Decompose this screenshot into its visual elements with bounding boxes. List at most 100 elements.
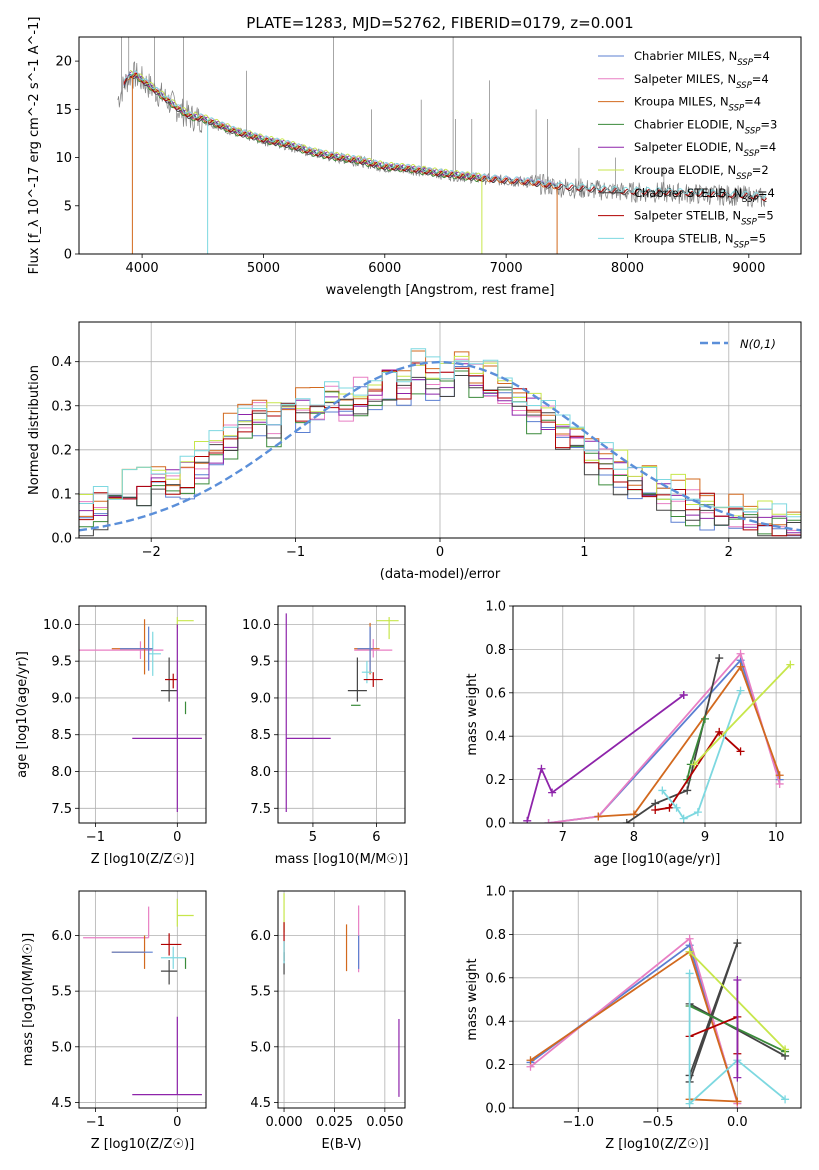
y-tick-label: 0.3: [51, 399, 72, 414]
y-tick-label: 9.5: [250, 655, 271, 670]
x-axis-label: Z [log10(Z/Z☉)]: [91, 1137, 195, 1152]
plus-marker: [781, 1045, 790, 1054]
error-point: [119, 626, 153, 671]
error-point: [357, 626, 374, 671]
mass-weight-line: [598, 664, 781, 818]
legend-entry: Chabrier MILES, NSSP=4: [634, 49, 770, 68]
y-tick-label: 5: [64, 199, 72, 214]
axes-frame: [78, 36, 802, 255]
y-tick-label: 8.0: [51, 765, 72, 780]
error-point: [160, 959, 178, 985]
plus-marker: [622, 819, 631, 823]
spectrum-model-line: [129, 69, 482, 178]
histogram-step: [79, 366, 801, 537]
error-point: [111, 619, 153, 675]
y-tick-label: 7.5: [250, 802, 271, 817]
x-tick-label: 7: [559, 830, 567, 845]
plus-marker: [526, 1056, 535, 1065]
age-vs-mass-plot-area: [285, 613, 399, 812]
x-tick-label: −1: [86, 830, 105, 845]
y-tick-label: 9.5: [51, 655, 72, 670]
y-tick-label: 0: [64, 248, 72, 263]
x-tick-label: −1: [286, 545, 305, 560]
y-tick-label: 4.5: [51, 1096, 72, 1111]
plus-marker: [629, 810, 638, 819]
legend-entry: Kroupa MILES, NSSP=4: [634, 95, 761, 114]
age-vs-Z-panel: −1 0 7.5 8.0 8.5 9.0 9.5 10.0 Z [log10(Z/Z☉)] age…: [15, 605, 207, 867]
spectrum-model-line: [123, 70, 767, 199]
x-axis-label: Z [log10(Z/Z☉)]: [91, 852, 195, 867]
y-tick-label: 0.2: [485, 773, 506, 788]
plus-marker: [733, 1097, 742, 1106]
plus-marker: [679, 690, 688, 699]
x-tick-label: 9000: [732, 261, 765, 276]
histogram-step: [79, 370, 801, 535]
y-axis-label: age [log10(age/yr)]: [15, 651, 30, 778]
y-tick-label: 1.0: [485, 600, 506, 615]
error-point: [347, 657, 367, 702]
legend-entry: Salpeter STELIB, NSSP=5: [634, 209, 774, 228]
y-axis-label: mass weight: [465, 673, 480, 755]
legend-entry: Salpeter ELODIE, NSSP=4: [634, 140, 776, 159]
y-tick-label: 15: [55, 103, 72, 118]
error-point: [160, 946, 186, 969]
y-tick-label: 6.0: [51, 929, 72, 944]
plus-marker: [665, 803, 674, 812]
y-tick-label: 0.8: [485, 928, 506, 943]
plus-marker: [786, 660, 795, 669]
mass-weight-line: [688, 973, 786, 1106]
mass-vs-Z-plot-area: [83, 898, 202, 1096]
plus-marker: [693, 808, 702, 817]
y-tick-label: 9.0: [250, 691, 271, 706]
x-axis-label: mass [log10(M/M☉)]: [275, 852, 408, 867]
error-point: [285, 613, 331, 812]
spectrum-plot-area: [117, 37, 767, 254]
y-axis-label: mass [log10(M/M☉)]: [21, 933, 36, 1066]
y-tick-label: 8.5: [51, 728, 72, 743]
spectrum-model-line: [123, 72, 558, 190]
plus-marker: [685, 1099, 694, 1108]
figure-title: PLATE=1283, MJD=52762, FIBERID=0179, z=0…: [246, 14, 633, 32]
spectrum-model-line: [123, 74, 767, 203]
x-tick-label: 0.025: [316, 1115, 353, 1130]
plus-marker: [548, 788, 557, 797]
y-tick-label: 4.5: [250, 1096, 271, 1111]
plus-marker: [679, 814, 688, 823]
axes-frame: [78, 321, 802, 539]
mass-vs-Z-panel: −1 0 4.5 5.0 5.5 6.0 Z [log10(Z/Z☉)] mass [log1…: [21, 890, 207, 1152]
error-point: [176, 898, 194, 927]
y-tick-label: 5.5: [250, 985, 271, 1000]
plus-marker: [537, 764, 546, 773]
massweight-vs-Z-plot-area: [526, 934, 790, 1108]
x-tick-label: −2: [142, 545, 161, 560]
age-vs-Z-plot-area: [79, 617, 202, 812]
histogram-step: [79, 375, 801, 537]
x-tick-label: 4000: [126, 261, 159, 276]
mass-weight-line: [693, 663, 791, 766]
plus-marker: [775, 771, 784, 780]
y-tick-label: 0.8: [485, 643, 506, 658]
x-axis-label: (data-model)/error: [380, 567, 501, 582]
spectrum-model-line: [129, 71, 482, 180]
plus-marker: [715, 727, 724, 736]
x-tick-label: −0.5: [642, 1115, 674, 1130]
x-tick-label: 9: [701, 830, 709, 845]
gaussian-curve: [79, 360, 801, 532]
y-tick-label: 1.0: [485, 885, 506, 900]
error-point: [176, 617, 194, 629]
y-tick-label: 0.0: [485, 817, 506, 832]
y-tick-label: 5.0: [51, 1040, 72, 1055]
plus-marker: [736, 662, 745, 671]
x-tick-label: 0: [173, 830, 181, 845]
axes-frame: [277, 890, 406, 1109]
plus-marker: [690, 760, 699, 769]
mass-vs-ebv-plot-area: [283, 893, 400, 1097]
mass-weight-line: [526, 694, 685, 822]
residuals-plot-area: [79, 348, 801, 537]
x-tick-label: 0.050: [366, 1115, 403, 1130]
axes-frame: [78, 605, 207, 824]
x-tick-label: 10: [768, 830, 785, 845]
x-axis-label: E(B-V): [321, 1137, 361, 1152]
massweight-vs-age-panel: 7 8 9 10 0.0 0.2 0.4 0.6 0.8 1.0 age [log10(age/yr…: [465, 600, 802, 867]
axes-frame: [512, 890, 802, 1109]
